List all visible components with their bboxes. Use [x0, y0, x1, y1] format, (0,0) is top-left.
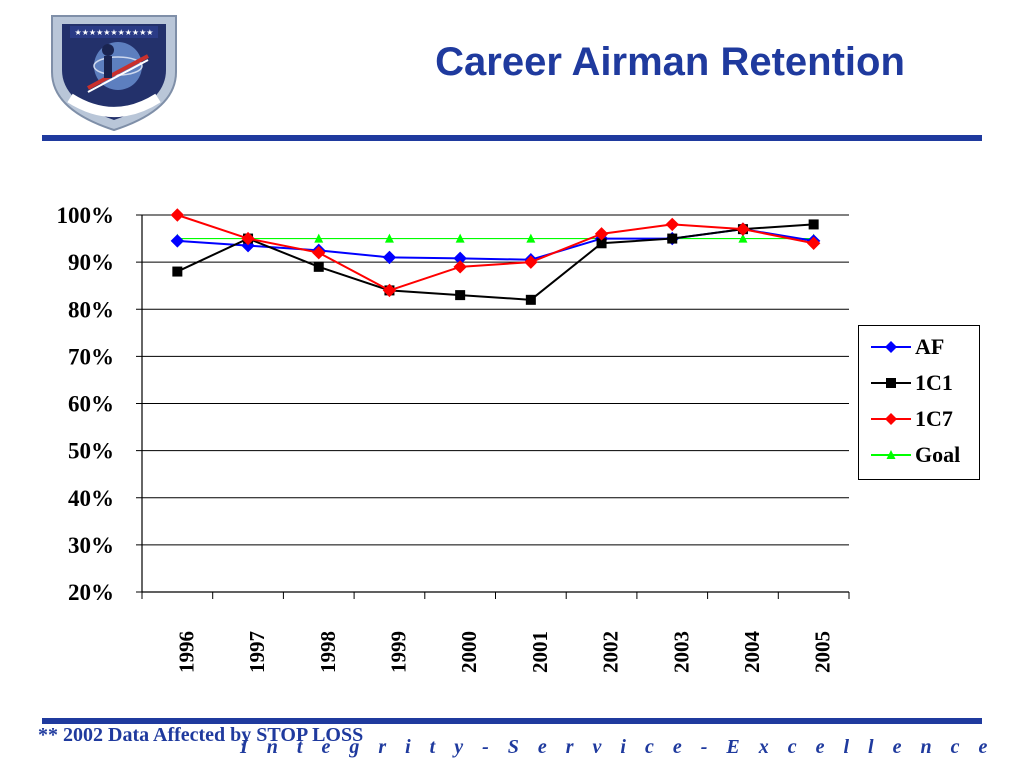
- legend-item-goal: Goal: [869, 440, 960, 470]
- data-point-goal: [738, 233, 748, 243]
- footer-divider: [42, 718, 982, 724]
- series-line-1c1: [176, 223, 814, 301]
- header-divider: [42, 135, 982, 141]
- x-tick-label: 1998: [316, 631, 340, 673]
- legend-swatch: [871, 413, 911, 425]
- legend-item-af: AF: [869, 332, 944, 362]
- x-tick-label: 1999: [386, 631, 410, 673]
- data-point-1c1: [455, 290, 466, 301]
- data-point-goal: [384, 233, 394, 243]
- y-tick-label: 100%: [57, 203, 115, 228]
- footer-motto: I n t e g r i t y - S e r v i c e - E x …: [240, 736, 995, 758]
- data-point-1c7: [594, 227, 609, 241]
- legend-label: Goal: [915, 442, 961, 467]
- legend-swatch: [871, 341, 911, 353]
- data-point-goal: [314, 233, 324, 243]
- data-point-goal: [455, 233, 465, 243]
- legend-label: 1C7: [915, 406, 953, 431]
- data-point-1c7: [806, 236, 821, 250]
- legend-label: 1C1: [915, 370, 953, 395]
- svg-text:★★★★★★★★★★★: ★★★★★★★★★★★: [75, 28, 154, 37]
- page-title: Career Airman Retention: [435, 40, 905, 84]
- x-tick-label: 2003: [669, 631, 693, 673]
- y-tick-label: 60%: [68, 392, 114, 417]
- data-point-af: [170, 234, 185, 248]
- y-tick-label: 50%: [68, 439, 114, 464]
- data-point-1c7: [382, 283, 397, 298]
- x-tick-label: 2004: [740, 631, 764, 674]
- data-point-1c7: [312, 245, 326, 260]
- legend-swatch: [871, 450, 911, 459]
- y-tick-label: 80%: [68, 297, 114, 322]
- data-point-1c1: [808, 219, 819, 230]
- data-point-1c1: [596, 238, 607, 249]
- data-point-1c1: [525, 294, 536, 305]
- y-tick-label: 70%: [68, 344, 114, 369]
- x-tick-label: 2001: [528, 631, 552, 673]
- x-tick-label: 1997: [245, 631, 269, 673]
- x-tick-label: 2005: [811, 631, 835, 673]
- chart-legend: AF 1C1 1C7 Goal: [858, 325, 980, 480]
- data-point-1c7: [241, 231, 255, 246]
- data-point-1c7: [665, 217, 679, 232]
- data-point-af: [382, 250, 397, 265]
- x-tick-label: 2000: [457, 631, 481, 673]
- data-point-1c1: [313, 261, 324, 272]
- data-point-1c1: [667, 233, 678, 244]
- data-point-1c7: [736, 222, 750, 236]
- x-tick-label: 1996: [174, 631, 198, 673]
- legend-label: AF: [915, 334, 945, 359]
- legend-swatch: [871, 378, 911, 388]
- data-point-goal: [526, 233, 536, 243]
- legend-item-1c7: 1C7: [869, 404, 953, 434]
- x-tick-label: 2002: [599, 631, 623, 673]
- air-force-personnel-center-logo: ★★★★★★★★★★★: [48, 10, 180, 132]
- legend-item-1c1: 1C1: [869, 368, 953, 398]
- data-point-1c1: [172, 266, 183, 277]
- series-line-1c7: [177, 214, 814, 292]
- data-point-1c7: [524, 255, 538, 269]
- y-tick-label: 20%: [68, 580, 114, 605]
- y-tick-label: 90%: [68, 250, 114, 275]
- y-tick-label: 30%: [68, 533, 114, 558]
- data-point-1c7: [453, 260, 467, 274]
- footnote: ** 2002 Data Affected by STOP LOSS: [38, 724, 364, 746]
- data-point-1c7: [170, 208, 185, 222]
- y-tick-label: 40%: [68, 486, 114, 511]
